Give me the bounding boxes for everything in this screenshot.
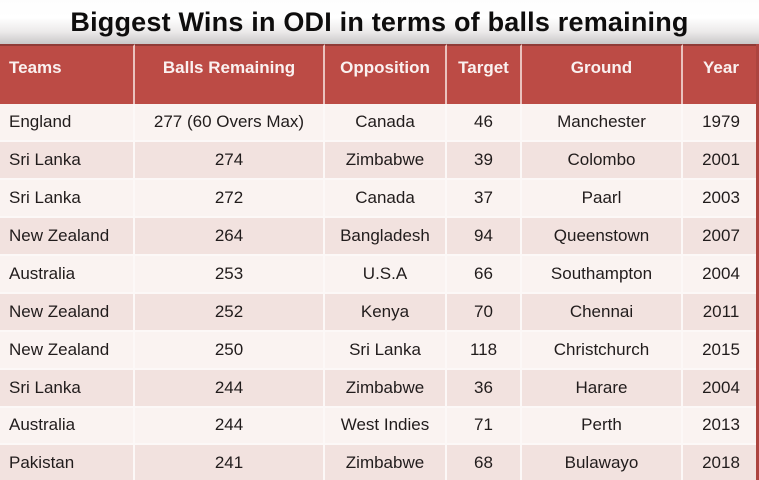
table-header-row: Teams Balls Remaining Opposition Target … — [0, 44, 759, 104]
cell-teams: England — [0, 104, 135, 142]
cell-opposition: Sri Lanka — [325, 331, 447, 370]
table-row: England 277 (60 Overs Max) Canada 46 Man… — [0, 104, 759, 142]
cell-opposition: Zimbabwe — [325, 369, 447, 408]
cell-teams: Sri Lanka — [0, 369, 135, 408]
cell-opposition: Canada — [325, 104, 447, 142]
cell-balls-remaining: 264 — [135, 217, 325, 256]
table-row: Sri Lanka 274 Zimbabwe 39 Colombo 2001 — [0, 141, 759, 180]
cell-target: 39 — [447, 141, 522, 180]
cell-opposition: Bangladesh — [325, 217, 447, 256]
cell-target: 46 — [447, 104, 522, 142]
cell-ground: Southampton — [522, 255, 683, 294]
cell-target: 66 — [447, 255, 522, 294]
cell-target: 118 — [447, 331, 522, 370]
table-row: Pakistan 241 Zimbabwe 68 Bulawayo 2018 — [0, 445, 759, 480]
title-bar: Biggest Wins in ODI in terms of balls re… — [0, 0, 759, 44]
cell-year: 2001 — [683, 141, 759, 180]
table-row: New Zealand 264 Bangladesh 94 Queenstown… — [0, 217, 759, 256]
cell-year: 2004 — [683, 369, 759, 408]
cell-balls-remaining: 241 — [135, 445, 325, 480]
table-row: Sri Lanka 272 Canada 37 Paarl 2003 — [0, 179, 759, 218]
cell-balls-remaining: 274 — [135, 141, 325, 180]
cell-opposition: U.S.A — [325, 255, 447, 294]
page-title: Biggest Wins in ODI in terms of balls re… — [70, 6, 689, 37]
cell-target: 36 — [447, 369, 522, 408]
column-header-target: Target — [447, 44, 522, 104]
cell-year: 2015 — [683, 331, 759, 370]
cell-opposition: Kenya — [325, 293, 447, 332]
cell-balls-remaining: 250 — [135, 331, 325, 370]
column-header-year: Year — [683, 44, 759, 104]
cell-ground: Christchurch — [522, 331, 683, 370]
cell-balls-remaining: 253 — [135, 255, 325, 294]
cell-teams: Sri Lanka — [0, 141, 135, 180]
cell-balls-remaining: 244 — [135, 407, 325, 446]
cell-target: 94 — [447, 217, 522, 256]
column-header-balls-remaining: Balls Remaining — [135, 44, 325, 104]
cell-year: 2011 — [683, 293, 759, 332]
table-row: Australia 253 U.S.A 66 Southampton 2004 — [0, 255, 759, 294]
cell-teams: Australia — [0, 407, 135, 446]
cell-teams: New Zealand — [0, 293, 135, 332]
cell-target: 68 — [447, 445, 522, 480]
cell-balls-remaining: 277 (60 Overs Max) — [135, 104, 325, 142]
cell-ground: Paarl — [522, 179, 683, 218]
cell-ground: Colombo — [522, 141, 683, 180]
cell-year: 2018 — [683, 445, 759, 480]
odi-biggest-wins-table: Teams Balls Remaining Opposition Target … — [0, 44, 759, 480]
table-row: New Zealand 252 Kenya 70 Chennai 2011 — [0, 293, 759, 332]
cell-target: 70 — [447, 293, 522, 332]
cell-year: 2004 — [683, 255, 759, 294]
column-header-opposition: Opposition — [325, 44, 447, 104]
table-row: Sri Lanka 244 Zimbabwe 36 Harare 2004 — [0, 369, 759, 408]
cell-opposition: Zimbabwe — [325, 445, 447, 480]
cell-balls-remaining: 272 — [135, 179, 325, 218]
cell-balls-remaining: 244 — [135, 369, 325, 408]
cell-target: 37 — [447, 179, 522, 218]
cell-teams: Australia — [0, 255, 135, 294]
cell-teams: Pakistan — [0, 445, 135, 480]
cell-ground: Queenstown — [522, 217, 683, 256]
cell-opposition: West Indies — [325, 407, 447, 446]
cell-balls-remaining: 252 — [135, 293, 325, 332]
cell-year: 2013 — [683, 407, 759, 446]
cell-ground: Harare — [522, 369, 683, 408]
cell-teams: Sri Lanka — [0, 179, 135, 218]
table-row: Australia 244 West Indies 71 Perth 2013 — [0, 407, 759, 446]
column-header-ground: Ground — [522, 44, 683, 104]
table-row: New Zealand 250 Sri Lanka 118 Christchur… — [0, 331, 759, 370]
cell-year: 2003 — [683, 179, 759, 218]
cell-teams: New Zealand — [0, 331, 135, 370]
cell-target: 71 — [447, 407, 522, 446]
cell-opposition: Canada — [325, 179, 447, 218]
cell-teams: New Zealand — [0, 217, 135, 256]
cell-ground: Chennai — [522, 293, 683, 332]
cell-year: 2007 — [683, 217, 759, 256]
column-header-teams: Teams — [0, 44, 135, 104]
table-right-border — [756, 44, 759, 480]
cell-year: 1979 — [683, 104, 759, 142]
cell-ground: Manchester — [522, 104, 683, 142]
cell-ground: Perth — [522, 407, 683, 446]
cell-ground: Bulawayo — [522, 445, 683, 480]
cell-opposition: Zimbabwe — [325, 141, 447, 180]
